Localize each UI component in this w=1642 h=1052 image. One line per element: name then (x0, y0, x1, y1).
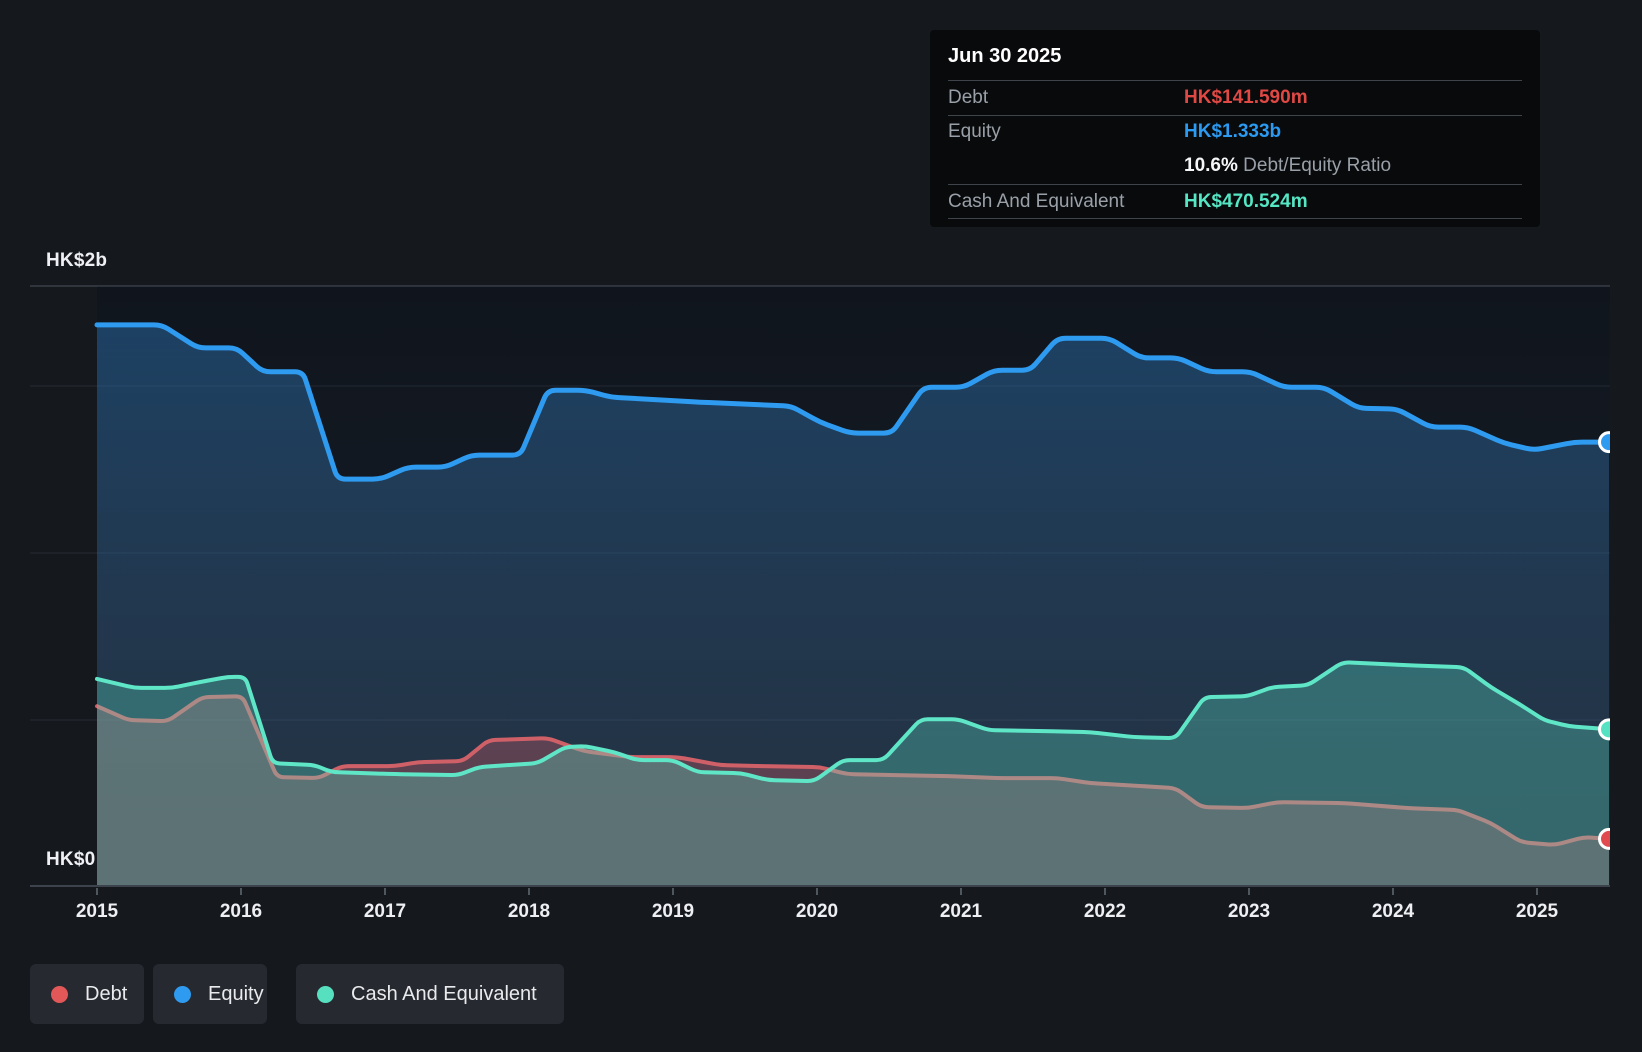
y-axis-label-max: HK$2b (46, 250, 108, 271)
x-axis-label-2022: 2022 (1083, 901, 1127, 922)
tooltip-row-value: HK$141.590m (1184, 87, 1308, 108)
tooltip-date: Jun 30 2025 (948, 30, 1522, 81)
x-axis-label-2015: 2015 (75, 901, 119, 922)
x-axis-label-2020: 2020 (795, 901, 839, 922)
right-margin-mask (1610, 0, 1642, 1052)
tooltip-row-value: HK$470.524m (1184, 190, 1308, 212)
x-axis-label-2021: 2021 (939, 901, 983, 922)
tooltip-row-ratio: 10.6% Debt/Equity Ratio (948, 147, 1522, 185)
legend-item-label: Cash And Equivalent (351, 982, 537, 1005)
x-axis-label-2025: 2025 (1515, 901, 1559, 922)
equity-legend-dot-icon (174, 985, 191, 1003)
x-axis-label-2019: 2019 (651, 901, 695, 922)
tooltip-row-label: Debt (948, 87, 989, 108)
legend-item-label: Equity (208, 982, 264, 1005)
debt-area (97, 696, 1609, 885)
equity-area (97, 324, 1609, 885)
chart-tooltip: Jun 30 2025 Debt HK$141.590m Equity HK$1.33… (930, 30, 1540, 227)
legend-item-equity[interactable]: Equity (153, 964, 267, 1024)
x-axis-label-2016: 2016 (219, 901, 263, 922)
tooltip-row-debt: Debt HK$141.590m (948, 81, 1522, 116)
x-axis-label-2024: 2024 (1371, 901, 1415, 922)
equity-line (94, 322, 1612, 482)
cash-area (97, 662, 1609, 885)
debt-line (95, 694, 1611, 847)
tooltip-row-label: Equity (948, 120, 1001, 142)
legend-item-cash[interactable]: Cash And Equivalent (296, 964, 564, 1024)
cash-line (95, 660, 1611, 784)
x-axis-label-2017: 2017 (363, 901, 407, 922)
x-axis-label-2018: 2018 (507, 901, 551, 922)
tooltip-row-suffix: Debt/Equity Ratio (1237, 154, 1392, 176)
tooltip-row-value: HK$1.333b (1184, 120, 1282, 142)
cash-legend-dot-icon (317, 985, 334, 1003)
tooltip-row-cash: Cash And Equivalent HK$470.524m (948, 185, 1522, 219)
debt-legend-dot-icon (51, 985, 68, 1003)
tooltip-row-value: 10.6% (1184, 154, 1238, 176)
legend-item-debt[interactable]: Debt (30, 964, 144, 1024)
tooltip-row-label: Cash And Equivalent (948, 190, 1125, 212)
y-axis-label-zero: HK$0 (46, 849, 96, 870)
tooltip-row-equity: Equity HK$1.333b (948, 116, 1522, 147)
tooltip-rows: Debt HK$141.590m Equity HK$1.333b 10.6% Debt… (948, 81, 1522, 219)
x-axis-label-2023: 2023 (1227, 901, 1271, 922)
legend-item-label: Debt (85, 982, 128, 1005)
legend: Debt Equity Cash And Equivalent (0, 964, 1642, 1024)
